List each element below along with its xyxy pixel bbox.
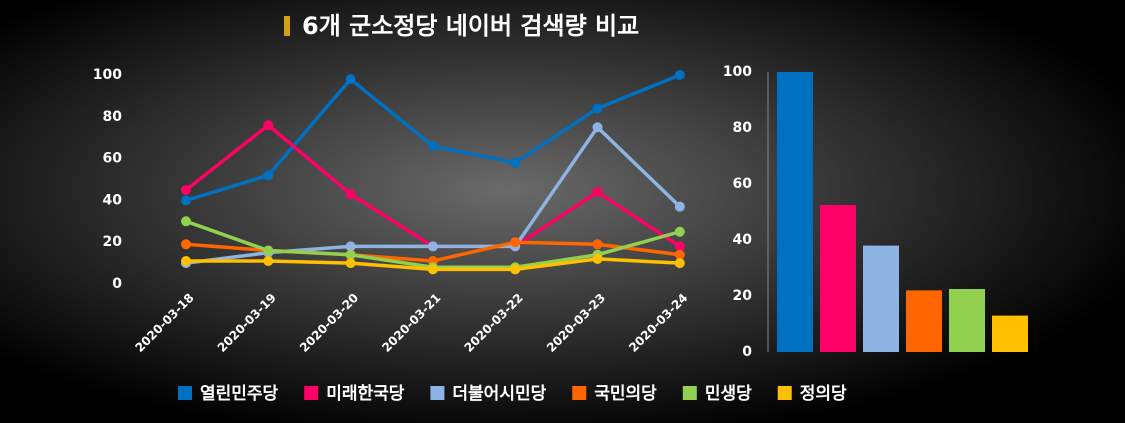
point [510, 264, 521, 275]
y-tick-label: 20 [733, 288, 753, 304]
point [592, 239, 603, 250]
point [510, 157, 521, 168]
legend-label: 열린민주당 [200, 384, 279, 404]
point [181, 184, 191, 195]
point [345, 189, 356, 200]
point [181, 195, 191, 206]
y-tick-label: 80 [733, 120, 753, 136]
bar [906, 290, 942, 352]
point [674, 201, 685, 212]
chart-title: 6개 군소정당 네이버 검색량 비교 [302, 12, 639, 40]
y-tick-label: 40 [733, 232, 753, 248]
point [592, 122, 603, 133]
point [427, 264, 438, 275]
legend-label: 더불어시민당 [452, 384, 546, 404]
bar [777, 72, 813, 352]
legend-swatch [430, 386, 445, 400]
point [181, 256, 191, 267]
point [263, 256, 274, 267]
legend-label: 미래한국당 [326, 384, 405, 404]
legend-label: 국민의당 [594, 384, 657, 404]
point [674, 226, 685, 237]
point [263, 120, 274, 131]
y-tick-label: 60 [103, 151, 123, 167]
y-tick-label: 60 [733, 176, 753, 192]
bar [992, 315, 1028, 352]
point [181, 239, 191, 250]
legend-swatch [304, 386, 319, 400]
point [345, 258, 356, 269]
point [674, 70, 685, 80]
bar [820, 205, 856, 352]
point [263, 170, 274, 181]
point [181, 216, 191, 227]
bar [863, 245, 899, 352]
y-tick-label: 0 [742, 344, 752, 360]
legend-swatch [178, 386, 192, 400]
point [592, 103, 603, 114]
legend-swatch [682, 386, 697, 400]
point [427, 141, 438, 152]
point [674, 258, 685, 269]
point [345, 74, 356, 85]
legend-label: 민생당 [705, 384, 752, 404]
point [427, 241, 438, 252]
point [345, 249, 356, 260]
point [592, 187, 603, 198]
point [592, 253, 603, 264]
point [674, 249, 685, 260]
legend-swatch [572, 386, 587, 400]
y-tick-label: 80 [103, 109, 123, 125]
bar [949, 289, 985, 352]
y-tick-label: 100 [93, 67, 122, 83]
point [674, 241, 685, 252]
legend-label: 정의당 [800, 384, 847, 404]
y-tick-label: 0 [112, 276, 122, 292]
point [510, 237, 521, 248]
title-marker [284, 16, 290, 36]
point [345, 241, 356, 252]
point [263, 245, 274, 256]
y-tick-label: 20 [103, 234, 123, 250]
legend-swatch [777, 386, 792, 400]
y-tick-label: 40 [103, 192, 123, 208]
y-tick-label: 100 [723, 64, 752, 80]
